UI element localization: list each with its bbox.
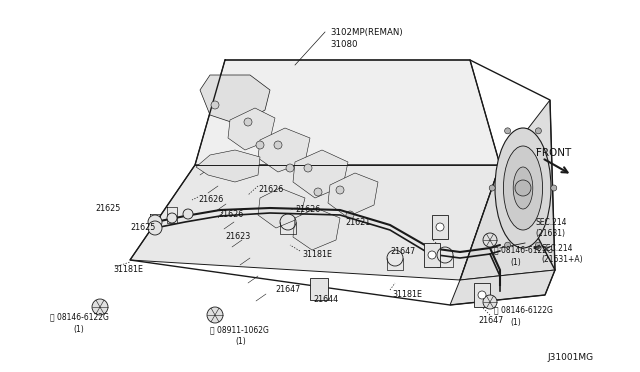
Circle shape <box>504 242 511 248</box>
Text: 31080: 31080 <box>330 40 358 49</box>
Text: 21647: 21647 <box>478 316 503 325</box>
Text: 21626: 21626 <box>258 185 284 194</box>
Polygon shape <box>200 75 270 125</box>
Text: Ⓑ 08146-6122G: Ⓑ 08146-6122G <box>50 312 109 321</box>
Circle shape <box>336 186 344 194</box>
Text: Ⓑ 08146-6122G: Ⓑ 08146-6122G <box>494 245 553 254</box>
Text: 31181E: 31181E <box>113 265 143 274</box>
Text: (21631+A): (21631+A) <box>541 255 582 264</box>
Text: 21623: 21623 <box>225 232 250 241</box>
Text: 3102MP(REMAN): 3102MP(REMAN) <box>330 28 403 37</box>
Circle shape <box>489 185 495 191</box>
Polygon shape <box>450 270 555 305</box>
Polygon shape <box>328 173 378 217</box>
Circle shape <box>346 211 354 219</box>
Circle shape <box>436 223 444 231</box>
Polygon shape <box>293 150 348 198</box>
Circle shape <box>207 307 223 323</box>
Text: SEC.214: SEC.214 <box>541 244 573 253</box>
Polygon shape <box>228 108 275 150</box>
Polygon shape <box>130 165 500 280</box>
Text: 21647: 21647 <box>390 247 415 256</box>
Circle shape <box>536 242 541 248</box>
Circle shape <box>148 221 162 235</box>
Text: 21625: 21625 <box>130 223 156 232</box>
Circle shape <box>183 209 193 219</box>
Text: 21626: 21626 <box>198 195 223 204</box>
Text: Ⓑ 08146-6122G: Ⓑ 08146-6122G <box>494 305 553 314</box>
Text: (1): (1) <box>73 325 84 334</box>
Circle shape <box>148 215 162 229</box>
Text: FRONT: FRONT <box>536 148 572 158</box>
FancyBboxPatch shape <box>310 278 328 300</box>
Polygon shape <box>460 100 555 280</box>
Circle shape <box>483 233 497 247</box>
Text: 21621: 21621 <box>345 218 371 227</box>
Ellipse shape <box>513 167 532 209</box>
Text: 21626: 21626 <box>218 210 243 219</box>
Circle shape <box>428 251 436 259</box>
FancyBboxPatch shape <box>424 243 440 267</box>
Text: (1): (1) <box>510 258 521 267</box>
Circle shape <box>167 213 177 223</box>
Circle shape <box>286 164 294 172</box>
Text: 21626: 21626 <box>295 205 320 214</box>
Ellipse shape <box>504 146 543 230</box>
Circle shape <box>304 164 312 172</box>
Circle shape <box>515 180 531 196</box>
Circle shape <box>92 299 108 315</box>
Ellipse shape <box>495 128 551 248</box>
Text: SEC.214: SEC.214 <box>535 218 566 227</box>
Circle shape <box>244 118 252 126</box>
Polygon shape <box>196 150 260 182</box>
Polygon shape <box>258 188 305 228</box>
Polygon shape <box>195 60 500 165</box>
Text: (21631): (21631) <box>535 229 565 238</box>
Circle shape <box>504 128 511 134</box>
Circle shape <box>211 101 219 109</box>
FancyBboxPatch shape <box>474 283 490 307</box>
Circle shape <box>551 185 557 191</box>
Text: 21644: 21644 <box>313 295 338 304</box>
Text: (1): (1) <box>510 318 521 327</box>
Polygon shape <box>293 208 340 250</box>
Text: 31181E: 31181E <box>302 250 332 259</box>
Circle shape <box>256 141 264 149</box>
Circle shape <box>483 295 497 309</box>
Circle shape <box>314 188 322 196</box>
FancyBboxPatch shape <box>432 215 448 239</box>
Text: J31001MG: J31001MG <box>548 353 594 362</box>
Text: 31181E: 31181E <box>392 290 422 299</box>
Circle shape <box>274 141 282 149</box>
Text: 21647: 21647 <box>275 285 300 294</box>
Circle shape <box>478 291 486 299</box>
Text: 21625: 21625 <box>95 204 120 213</box>
Text: (1): (1) <box>235 337 246 346</box>
Polygon shape <box>258 128 310 172</box>
Circle shape <box>536 128 541 134</box>
Text: Ⓝ 08911-1062G: Ⓝ 08911-1062G <box>210 325 269 334</box>
